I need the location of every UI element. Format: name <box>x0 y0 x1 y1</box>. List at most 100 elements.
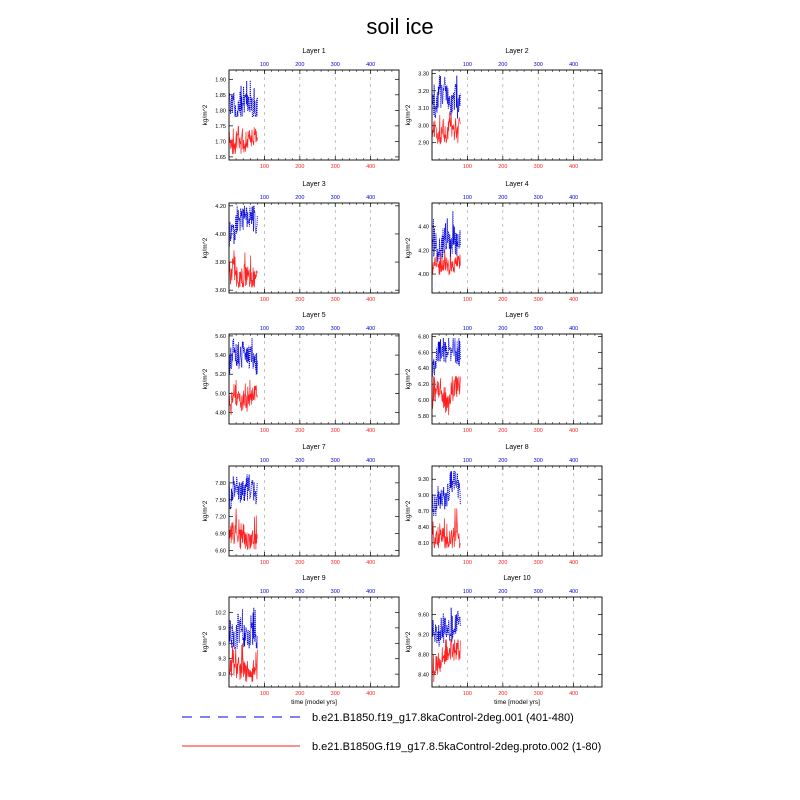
bottom-tick-label: 200 <box>498 164 507 170</box>
panel-frame <box>431 465 603 557</box>
top-tick-label: 300 <box>534 195 543 201</box>
bottom-tick-label: 200 <box>295 560 304 566</box>
top-tick-label: 300 <box>331 326 340 332</box>
y-tick-label: 9.0 <box>218 672 226 678</box>
top-tick-label: 300 <box>534 458 543 464</box>
panel-layer-8: Layer 8 100 200 300 400 100 200 300 400 8.10 8.40 8… <box>405 444 603 566</box>
y-axis-label: kg/m^2 <box>202 500 209 521</box>
y-axis-label: kg/m^2 <box>405 237 412 258</box>
y-tick-label: 4.00 <box>215 232 226 238</box>
y-tick-label: 3.30 <box>418 71 429 77</box>
y-tick-label: 7.80 <box>215 481 226 487</box>
bottom-tick-label: 400 <box>569 428 578 434</box>
y-tick-label: 5.60 <box>215 334 226 340</box>
panel-title: Layer 4 <box>505 181 528 188</box>
top-tick-label: 100 <box>260 458 269 464</box>
y-tick-label: 9.20 <box>418 633 429 639</box>
y-tick-label: 9.6 <box>218 641 226 647</box>
y-tick-label: 6.00 <box>418 398 429 404</box>
x-axis-label: time [model yrs] <box>494 699 540 706</box>
top-tick-label: 300 <box>331 195 340 201</box>
top-tick-label: 100 <box>260 326 269 332</box>
y-axis-label: kg/m^2 <box>405 104 412 125</box>
y-tick-label: 3.80 <box>215 260 226 266</box>
top-tick-label: 100 <box>463 195 472 201</box>
y-tick-label: 1.85 <box>215 93 226 99</box>
bottom-tick-label: 100 <box>260 691 269 697</box>
bottom-tick-label: 100 <box>463 691 472 697</box>
panel-frame <box>228 333 400 425</box>
bottom-tick-label: 300 <box>331 164 340 170</box>
panel-title: Layer 8 <box>505 444 528 451</box>
figure-title: soil ice <box>366 14 433 39</box>
y-tick-label: 3.20 <box>418 89 429 95</box>
y-axis-label: kg/m^2 <box>405 500 412 521</box>
bottom-tick-label: 400 <box>569 691 578 697</box>
top-tick-label: 200 <box>295 589 304 595</box>
y-tick-label: 7.20 <box>215 515 226 521</box>
panel-frame <box>228 202 400 294</box>
panel-layer-6: Layer 6 100 200 300 400 100 200 300 400 5.80 6.00 6… <box>405 312 603 434</box>
series-line-blue <box>431 75 461 119</box>
series-line-red <box>432 111 461 145</box>
top-tick-label: 200 <box>295 195 304 201</box>
bottom-tick-label: 400 <box>569 297 578 303</box>
bottom-tick-label: 300 <box>534 428 543 434</box>
y-tick-label: 6.80 <box>418 334 429 340</box>
y-tick-label: 8.10 <box>418 541 429 547</box>
bottom-tick-label: 400 <box>569 164 578 170</box>
legend-label-blue: b.e21.B1850.f19_g17.8kaControl-2deg.001 … <box>312 712 574 724</box>
series-line-red <box>432 376 461 416</box>
y-tick-label: 2.90 <box>418 141 429 147</box>
y-tick-label: 9.60 <box>418 613 429 619</box>
panel-layer-9: Layer 9 100 200 300 400 100 200 300 400 9.0 9.3 9.6… <box>202 575 400 706</box>
y-tick-label: 5.20 <box>215 372 226 378</box>
y-tick-label: 1.90 <box>215 77 226 83</box>
bottom-tick-label: 300 <box>331 428 340 434</box>
y-tick-label: 4.20 <box>418 248 429 254</box>
top-tick-label: 400 <box>366 589 375 595</box>
top-tick-label: 400 <box>569 326 578 332</box>
top-tick-label: 200 <box>295 326 304 332</box>
series-line-red <box>229 125 258 155</box>
y-axis-label: kg/m^2 <box>202 104 209 125</box>
series-line-blue <box>431 607 461 647</box>
top-tick-label: 400 <box>366 195 375 201</box>
series-line-red <box>229 379 258 415</box>
y-tick-label: 9.30 <box>418 477 429 483</box>
top-tick-label: 300 <box>331 589 340 595</box>
series-line-blue <box>228 337 258 375</box>
series-line-red <box>432 508 461 550</box>
bottom-tick-label: 200 <box>498 428 507 434</box>
bottom-tick-label: 200 <box>498 297 507 303</box>
y-tick-label: 6.60 <box>418 350 429 356</box>
top-tick-label: 100 <box>463 589 472 595</box>
y-tick-label: 6.90 <box>215 532 226 538</box>
bottom-tick-label: 400 <box>366 691 375 697</box>
panel-title: Layer 9 <box>302 575 325 582</box>
y-tick-label: 5.40 <box>215 353 226 359</box>
bottom-tick-label: 300 <box>331 560 340 566</box>
panel-title: Layer 3 <box>302 181 325 188</box>
series-line-blue <box>431 337 461 377</box>
top-tick-label: 400 <box>569 589 578 595</box>
panel-frame <box>228 69 400 161</box>
bottom-tick-label: 300 <box>331 297 340 303</box>
y-tick-label: 6.40 <box>418 366 429 372</box>
panel-frame <box>431 69 603 161</box>
panel-frame <box>431 333 603 425</box>
y-tick-label: 3.10 <box>418 106 429 112</box>
bottom-tick-label: 300 <box>534 691 543 697</box>
bottom-tick-label: 400 <box>366 560 375 566</box>
top-tick-label: 400 <box>569 458 578 464</box>
panel-layer-7: Layer 7 100 200 300 400 100 200 300 400 6.60 6.90 7… <box>202 444 400 566</box>
y-tick-label: 8.40 <box>418 525 429 531</box>
top-tick-label: 400 <box>366 62 375 68</box>
y-axis-label: kg/m^2 <box>405 368 412 389</box>
bottom-tick-label: 400 <box>366 164 375 170</box>
panel-layer-5: Layer 5 100 200 300 400 100 200 300 400 4.80 5.00 5… <box>202 312 400 434</box>
y-tick-label: 1.80 <box>215 108 226 114</box>
bottom-tick-label: 300 <box>534 164 543 170</box>
bottom-tick-label: 200 <box>295 428 304 434</box>
y-tick-label: 8.80 <box>418 653 429 659</box>
